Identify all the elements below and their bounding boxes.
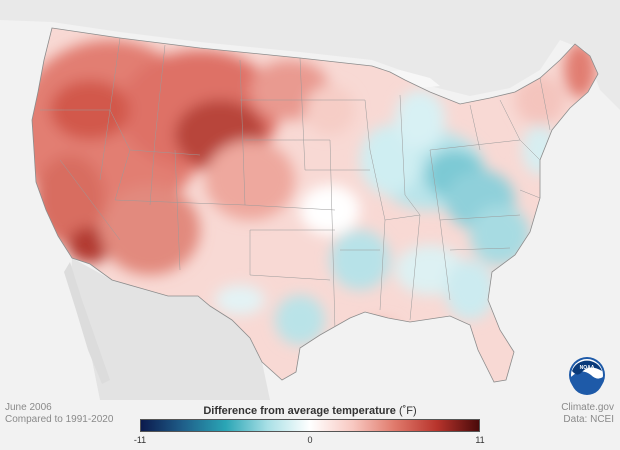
legend-min-label: -11 (133, 435, 147, 445)
source-site: Climate.gov (561, 402, 614, 413)
canada-land (0, 0, 620, 110)
map-date: June 2006 (5, 402, 52, 413)
mexico-land (70, 258, 270, 400)
baja-peninsula (64, 262, 110, 384)
legend-unit: (˚F) (398, 405, 417, 417)
legend-title: Difference from average temperature (˚F) (140, 405, 480, 417)
noaa-logo: NOAA (569, 357, 605, 395)
map-meta-right: Climate.gov Data: NCEI (561, 402, 614, 426)
map-baseline: Compared to 1991-2020 (5, 414, 114, 425)
state-borders (40, 37, 551, 331)
map-meta-left: June 2006 Compared to 1991-2020 (5, 402, 113, 426)
source-data: Data: NCEI (563, 414, 614, 425)
us-outline (31, 27, 599, 383)
legend-mid-label: 0 (307, 435, 313, 445)
legend-max-label: 11 (475, 435, 485, 445)
legend-color-bar (140, 419, 480, 432)
anomaly-map: NOAA (0, 0, 620, 400)
noaa-logo-text: NOAA (580, 365, 595, 371)
legend-title-text: Difference from average temperature (203, 405, 396, 417)
